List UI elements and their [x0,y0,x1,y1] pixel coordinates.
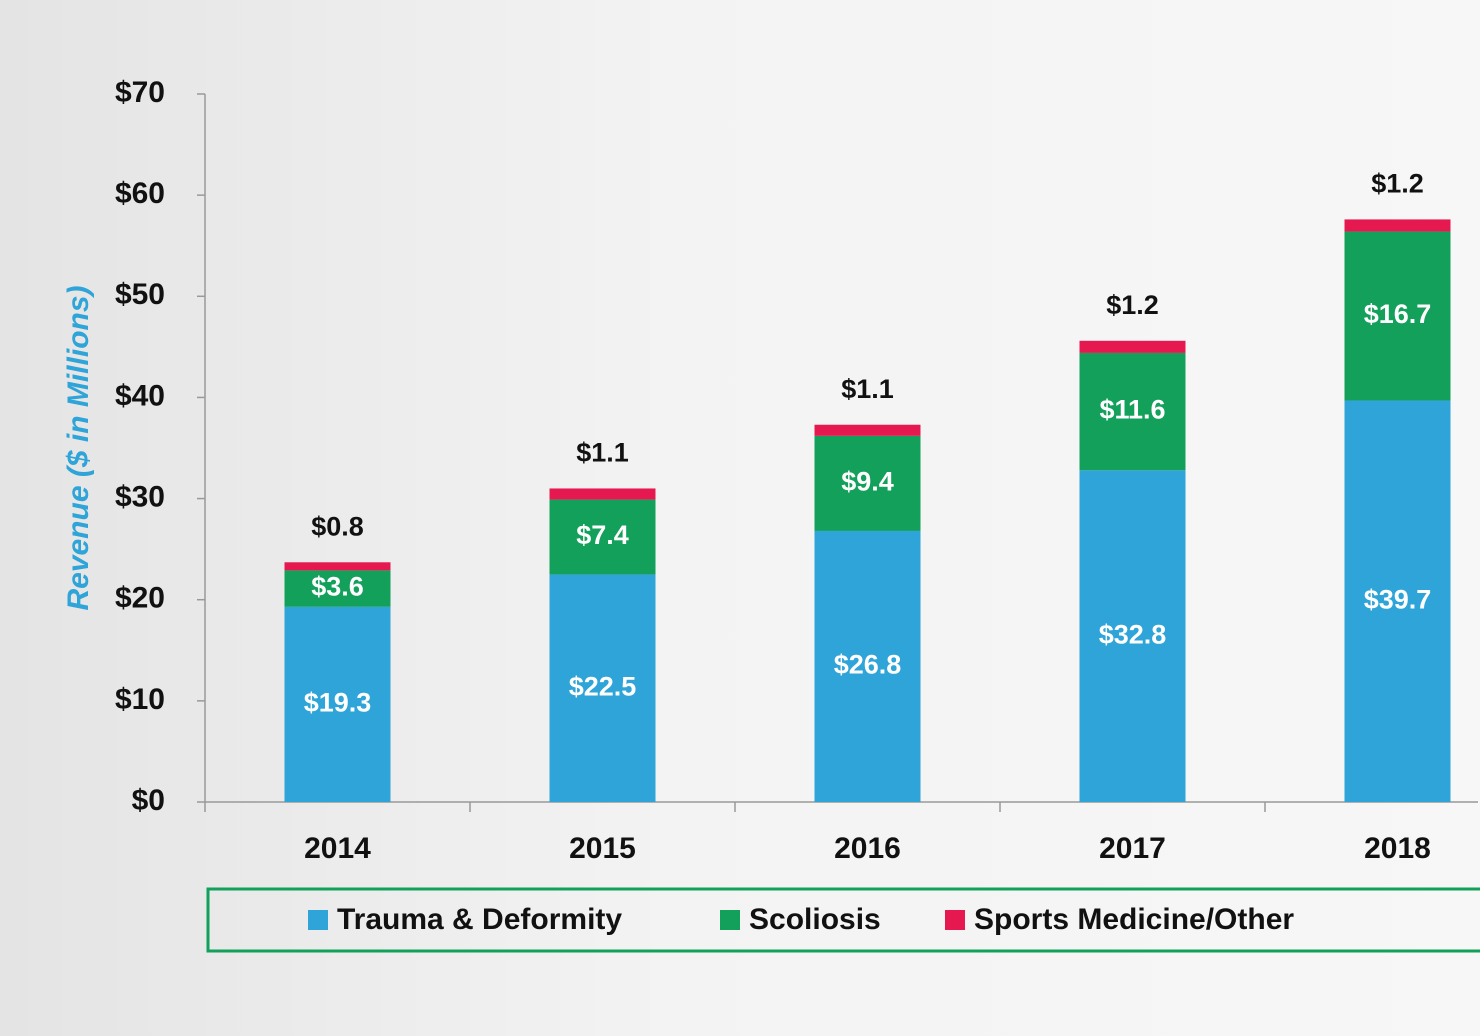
value-label: $39.7 [1364,584,1432,614]
value-label: $1.2 [1106,290,1159,320]
value-label: $7.4 [576,520,629,550]
x-tick-label: 2014 [304,832,371,865]
legend-swatch [308,910,328,930]
bar-segment [549,488,656,500]
value-label: $22.5 [569,671,637,701]
value-label: $9.4 [841,467,894,497]
value-label: $1.1 [841,374,894,404]
bar-segment [1344,231,1451,401]
value-label: $32.8 [1099,619,1167,649]
value-label: $0.8 [311,511,364,541]
value-label: $1.2 [1371,169,1424,199]
bar-segment [1344,400,1451,802]
bar-segment [1079,470,1186,802]
legend-label: Trauma & Deformity [337,903,622,936]
value-label: $1.1 [576,438,629,468]
x-tick-label: 2018 [1364,832,1431,865]
value-label: $19.3 [304,688,372,718]
y-tick-label: $50 [115,278,165,311]
y-tick-label: $0 [132,784,165,817]
bar-segment [549,499,656,575]
bar-segment [814,530,921,802]
x-tick-label: 2017 [1099,832,1166,865]
bar-segment [1344,219,1451,232]
x-tick-label: 2015 [569,832,636,865]
value-label: $3.6 [311,572,364,602]
y-tick-label: $40 [115,379,165,412]
bar-segment [284,570,391,607]
bar-segment [549,574,656,802]
value-label: $11.6 [1099,395,1165,425]
x-tick-label: 2016 [834,832,901,865]
bar-segment [284,562,391,571]
bar-segment [814,435,921,531]
bar-segment [1079,340,1186,353]
legend-swatch [945,910,965,930]
legend-swatch [720,910,740,930]
legend-box [206,887,1480,953]
value-label: $16.7 [1364,299,1432,329]
y-tick-label: $70 [115,76,165,109]
y-axis-label: Revenue ($ in Millions) [62,285,95,610]
value-label: $26.8 [834,650,902,680]
legend-label: Sports Medicine/Other [974,903,1294,936]
y-tick-label: $30 [115,480,165,513]
y-tick-label: $10 [115,683,165,716]
y-tick-label: $20 [115,582,165,615]
bar-segment [284,606,391,802]
legend-label: Scoliosis [749,903,881,936]
y-tick-label: $60 [115,177,165,210]
bar-segment [1079,352,1186,471]
bar-segment [814,424,921,436]
